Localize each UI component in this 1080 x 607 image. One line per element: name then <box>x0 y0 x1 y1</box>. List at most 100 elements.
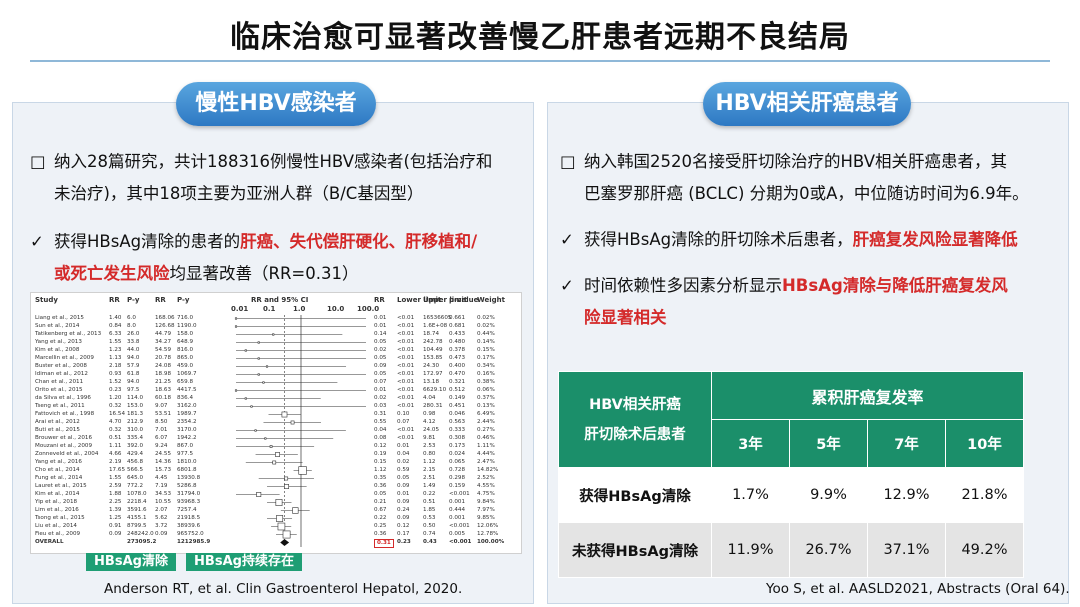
forest-cell: 94.0 <box>127 379 140 385</box>
forest-cell: 1989.7 <box>177 411 197 417</box>
forest-cell: 310.0 <box>127 427 144 433</box>
forest-cell: 7.01 <box>155 427 168 433</box>
forest-cell: 0.451 <box>449 403 466 409</box>
forest-cell: 1.55 <box>109 475 122 481</box>
forest-cell: 14.36 <box>155 459 172 465</box>
forest-cell: 0.046 <box>449 411 466 417</box>
forest-cell: 126.68 <box>155 323 175 329</box>
forest-plot-svg <box>234 315 366 547</box>
forest-cell: 6.49% <box>477 411 495 417</box>
forest-cell: 6.0 <box>127 315 136 321</box>
forest-cell: <0.01 <box>397 323 415 329</box>
point-estimate <box>284 476 289 481</box>
legend-hbsag-cleared: HBsAg清除 <box>86 553 176 571</box>
square-bullet-icon: □ <box>560 152 576 171</box>
forest-cell: 8799.5 <box>127 523 147 529</box>
forest-cell: 0.51 <box>109 435 122 441</box>
forest-cell: 0.12 <box>397 523 410 529</box>
square-bullet-icon: □ <box>30 152 46 171</box>
forest-cell: <0.01 <box>397 339 415 345</box>
forest-cell: 1.52 <box>109 379 122 385</box>
forest-cell: 1078.0 <box>127 491 147 497</box>
forest-cell: 6.33 <box>109 331 122 337</box>
table-cell: 12.9% <box>867 467 946 523</box>
forest-cell: 18.98 <box>155 371 172 377</box>
forest-cell: 5.62 <box>155 515 168 521</box>
study-name: Buti et al., 2015 <box>35 427 80 433</box>
forest-cell: 0.38% <box>477 379 495 385</box>
study-name: Sun et al., 2014 <box>35 323 80 329</box>
study-name: Cho et al., 2014 <box>35 467 80 473</box>
point-estimate <box>282 530 291 539</box>
forest-cell: 0.480 <box>449 339 466 345</box>
forest-cell: 1.12 <box>374 467 387 473</box>
forest-cell: <0.01 <box>397 355 415 361</box>
forest-cell: 24.55 <box>155 451 172 457</box>
forest-cell: <0.001 <box>449 539 472 545</box>
table-year-header: 10年 <box>945 419 1024 468</box>
forest-plot-figure: Study RR P-y RR P-y RR and 95% CI RR Lower limi… <box>30 292 522 554</box>
table-cell: 11.9% <box>711 522 790 578</box>
forest-cell: 0.02 <box>397 459 410 465</box>
forest-cell: 0.51 <box>423 499 436 505</box>
forest-cell: 0.98 <box>423 411 436 417</box>
forest-cell: 659.8 <box>177 379 194 385</box>
forest-cell: 4.44% <box>477 451 495 457</box>
left-panel-heading: 慢性HBV感染者 <box>176 82 376 126</box>
table-cell: 21.8% <box>945 467 1024 523</box>
forest-cell: 865.0 <box>177 355 194 361</box>
point-estimate <box>276 515 284 522</box>
forest-cell: 0.378 <box>449 347 466 353</box>
forest-cell: 1212985.9 <box>177 539 211 545</box>
forest-cell: 0.32 <box>109 427 122 433</box>
forest-cell: 9.84% <box>477 499 495 505</box>
forest-cell: 7.19 <box>155 483 168 489</box>
point-estimate <box>244 397 247 400</box>
forest-cell: 12.78% <box>477 531 499 537</box>
forest-cell: 0.14 <box>374 331 387 337</box>
forest-cell: 0.04 <box>374 427 387 433</box>
forest-cell: 7.97% <box>477 507 495 513</box>
forest-cell: 34.27 <box>155 339 172 345</box>
forest-cell: 2.51 <box>423 475 436 481</box>
forest-cell: 1.12 <box>423 459 436 465</box>
forest-cell: 0.02 <box>374 395 387 401</box>
forest-cell: 9.24 <box>155 443 168 449</box>
forest-cell: 4.70 <box>109 419 122 425</box>
right-bullet-1: □ 纳入韩国2520名接受肝切除治疗的HBV相关肝癌患者，其 巴塞罗那肝癌 (BC… <box>560 146 1060 210</box>
forest-cell: 16536605 <box>423 315 452 321</box>
forest-cell: 104.49 <box>423 347 443 353</box>
forest-cell: 9.85% <box>477 515 495 521</box>
point-estimate <box>277 522 286 531</box>
forest-cell: 0.46% <box>477 435 495 441</box>
forest-cell: 2.07 <box>155 507 168 513</box>
forest-cell: 33.8 <box>127 339 140 345</box>
forest-cell: <0.01 <box>397 331 415 337</box>
forest-header: RR <box>374 296 385 304</box>
forest-cell: 9.81 <box>423 435 436 441</box>
table-row: 获得HBsAg清除 1.7% 9.9% 12.9% 21.8% <box>558 467 1024 523</box>
forest-cell: <0.01 <box>397 435 415 441</box>
forest-cell: 0.01 <box>374 315 387 321</box>
forest-cell: 26.0 <box>127 331 140 337</box>
forest-cell: 645.0 <box>127 475 144 481</box>
forest-cell: 816.0 <box>177 347 194 353</box>
forest-cell: 2.52% <box>477 475 495 481</box>
table-cell: 49.2% <box>945 522 1024 578</box>
forest-cell: 0.55 <box>374 419 387 425</box>
forest-cell: 0.333 <box>449 427 466 433</box>
forest-cell: 0.17 <box>397 531 410 537</box>
point-estimate <box>250 405 253 408</box>
forest-cell: 1.85 <box>423 507 436 513</box>
study-name: Kim et al., 2008 <box>35 347 80 353</box>
forest-cell: <0.01 <box>397 395 415 401</box>
forest-cell: 0.09 <box>397 499 410 505</box>
study-name: da Silva et al., 1996 <box>35 395 91 401</box>
forest-cell: 57.9 <box>127 363 140 369</box>
forest-cell: 0.36 <box>374 483 387 489</box>
forest-cell: <0.01 <box>397 363 415 369</box>
forest-cell: 248242.0 <box>127 531 154 537</box>
study-name: Fieu et al., 2009 <box>35 531 81 537</box>
forest-cell: 0.07 <box>397 419 410 425</box>
forest-cell: 4.66 <box>109 451 122 457</box>
